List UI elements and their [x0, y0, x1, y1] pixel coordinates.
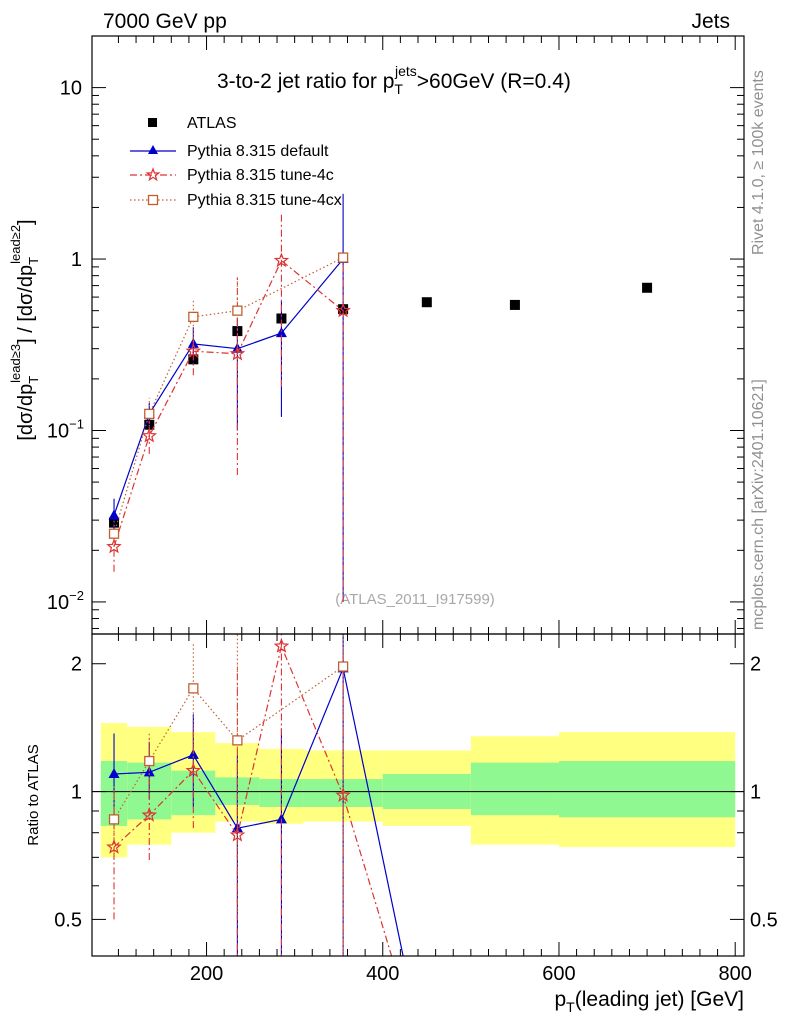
main-pythia-8-315-tune-4c-point [141, 427, 158, 443]
ratio-panel: 0.5 0.5 1 1 2 2 200 400 600 800 [54, 633, 778, 985]
main-y-tick-label: 10−2 [47, 588, 84, 614]
legend-tune4c-marker [145, 167, 161, 182]
main-panel: 10−2 10−1 1 10 [47, 35, 745, 635]
x-tick-label: 400 [366, 963, 399, 985]
main-pythia-8-315-tune-4c-point [185, 343, 202, 358]
legend-tune4cx-marker [147, 194, 159, 206]
ratio-y-axis-label: Ratio to ATLAS [25, 744, 42, 845]
rivet-version-label: Rivet 4.1.0, ≥ 100k events [750, 70, 767, 255]
main-pythia-8-315-tune-4cx-point [188, 311, 199, 323]
ratio-pythia-8-315-tune-4c-point [185, 762, 202, 778]
ratio-pythia-8-315-tune-4cx-point [144, 755, 155, 767]
legend-default-marker [148, 145, 158, 154]
ratio-pythia-8-315-tune-4c-point [335, 787, 351, 802]
legend-atlas-marker [148, 118, 157, 127]
main-pythia-8-315-tune-4c-point [273, 252, 290, 268]
main-y-tick-label: 10 [60, 78, 82, 100]
ratio-pythia-8-315-default-point [275, 813, 287, 824]
main-atlas-point [509, 299, 520, 310]
ratio-y-tick-label-right: 1 [750, 782, 761, 804]
main-pythia-8-315-default-line [113, 258, 344, 516]
legend-tune4c-label: Pythia 8.315 tune-4c [187, 167, 334, 184]
header-right-label: Jets [691, 10, 730, 33]
main-atlas-point [642, 282, 653, 293]
header-left-label: 7000 GeV pp [103, 10, 227, 33]
ratio-series-group [106, 634, 404, 956]
x-tick-label: 600 [542, 963, 575, 985]
ratio-pythia-8-315-tune-4cx-point [337, 661, 349, 672]
ratio-y-tick-label: 0.5 [54, 909, 82, 931]
legend-default-label: Pythia 8.315 default [187, 143, 329, 160]
ratio-y-tick-label-right: 0.5 [750, 909, 778, 931]
main-series-group [106, 193, 653, 602]
ratio-pythia-8-315-default-point [108, 767, 120, 778]
main-y-tick-label: 10−1 [47, 416, 84, 442]
ratio-pythia-8-315-tune-4c-point [106, 838, 122, 854]
ratio-pythia-8-315-default-point [187, 748, 199, 759]
main-pythia-8-315-tune-4cx-point [108, 528, 120, 539]
main-pythia-8-315-tune-4c-point [229, 345, 246, 361]
main-pythia-8-315-default-point [108, 509, 120, 520]
ratio-pythia-8-315-tune-4cx-point [108, 814, 120, 825]
green-band-bin [558, 761, 736, 818]
green-band-bin [470, 762, 559, 816]
main-pythia-8-315-tune-4c-point [335, 302, 351, 318]
x-tick-label: 200 [190, 963, 223, 985]
main-pythia-8-315-tune-4c-line [113, 259, 344, 547]
ratio-pythia-8-315-tune-4c-point [273, 638, 290, 653]
x-axis-label: pT(leading jet) [GeV] [554, 988, 744, 1015]
main-y-tick-label: 1 [71, 249, 82, 271]
ratio-pythia-8-315-tune-4c-point [229, 826, 246, 842]
x-tick-label: 800 [719, 963, 752, 985]
main-pythia-8-315-tune-4cx-point [144, 408, 155, 420]
ratio-pythia-8-315-tune-4c-point [141, 806, 158, 822]
main-pythia-8-315-tune-4cx-point [337, 252, 349, 263]
mcplots-reference-label: mcplots.cern.ch [arXiv:2401.10621] [750, 379, 767, 630]
main-pythia-8-315-default-point [275, 327, 287, 338]
ratio-pythia-8-315-tune-4cx-point [232, 735, 243, 746]
ratio-y-tick-label-right: 2 [750, 654, 761, 676]
watermark-label: (ATLAS_2011_I917599) [335, 591, 495, 608]
legend-tune4cx-label: Pythia 8.315 tune-4cx [187, 192, 342, 209]
legend-atlas-label: ATLAS [187, 115, 237, 132]
ratio-y-tick-label: 2 [71, 654, 82, 676]
main-pythia-8-315-tune-4cx-point [232, 305, 243, 316]
legend: ATLAS Pythia 8.315 default Pythia 8.315 … [130, 115, 342, 209]
ratio-pythia-8-315-tune-4cx-point [188, 683, 199, 694]
main-atlas-point [421, 297, 432, 308]
ratio-y-tick-label: 1 [71, 782, 82, 804]
ratio-pythia-8-315-default-point [143, 766, 155, 777]
chart-title: 3-to-2 jet ratio for pTjets>60GeV (R=0.4… [217, 63, 571, 97]
